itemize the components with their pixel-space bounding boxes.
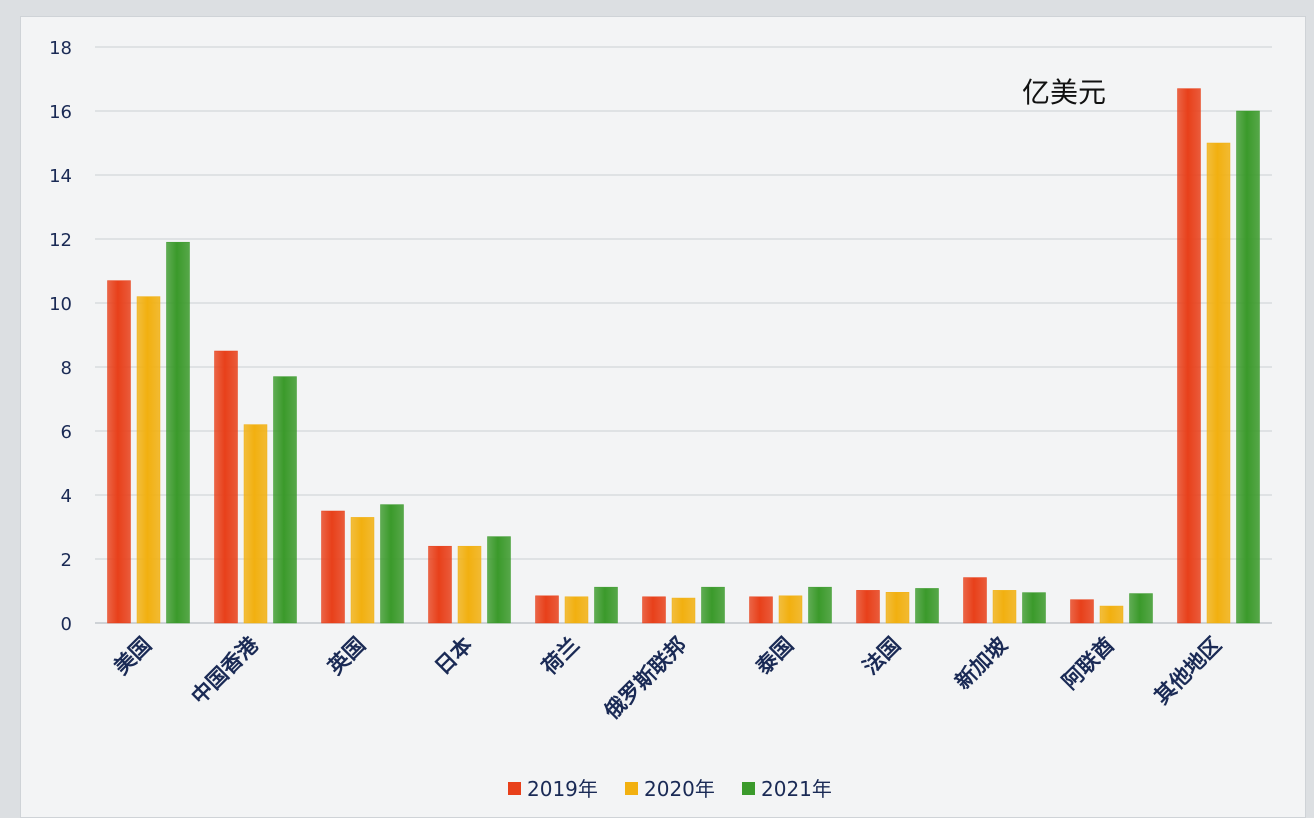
x-tick-label: 阿联酋 xyxy=(1058,633,1120,695)
bar xyxy=(136,296,161,624)
y-tick-label: 16 xyxy=(49,102,72,123)
bar xyxy=(457,545,482,624)
x-tick-label: 其他地区 xyxy=(1150,633,1226,709)
x-tick-label: 法国 xyxy=(858,633,905,680)
x-tick-label: 中国香港 xyxy=(187,632,264,709)
y-tick-label: 8 xyxy=(61,358,72,379)
bar xyxy=(915,588,939,624)
legend-label: 2019年 xyxy=(527,777,598,801)
bar xyxy=(701,586,725,624)
y-tick-label: 12 xyxy=(49,230,72,251)
bar xyxy=(243,424,268,624)
y-tick-label: 6 xyxy=(61,422,72,443)
x-tick-label: 新加坡 xyxy=(951,633,1013,695)
x-tick-label: 俄罗斯联邦 xyxy=(599,633,691,725)
legend-label: 2021年 xyxy=(761,777,832,801)
legend-swatch xyxy=(508,782,521,795)
bar xyxy=(1236,110,1260,624)
bar xyxy=(671,597,696,624)
y-tick-label: 14 xyxy=(49,166,72,187)
y-tick-label: 2 xyxy=(61,550,72,571)
bar xyxy=(564,596,589,624)
legend: 2019年 2020年 2021年 xyxy=(508,777,832,801)
bar xyxy=(214,350,238,624)
bar xyxy=(1129,593,1153,624)
bar xyxy=(856,590,880,624)
y-axis-ticks: 0 2 4 6 8 10 12 14 16 18 xyxy=(49,38,72,635)
bar xyxy=(535,595,559,624)
x-tick-label: 荷兰 xyxy=(537,633,584,680)
x-tick-label: 美国 xyxy=(109,633,156,680)
bar xyxy=(594,586,618,624)
y-tick-label: 10 xyxy=(49,294,72,315)
legend-swatch xyxy=(742,782,755,795)
bar xyxy=(642,596,666,624)
bar xyxy=(166,241,190,624)
bar xyxy=(749,596,773,624)
bar xyxy=(1022,592,1046,624)
bar xyxy=(992,590,1017,624)
bar xyxy=(380,504,404,624)
bar xyxy=(963,577,987,624)
x-tick-label: 泰国 xyxy=(751,633,798,680)
x-tick-label: 日本 xyxy=(430,633,477,680)
x-tick-label: 英国 xyxy=(323,633,370,680)
y-tick-label: 18 xyxy=(49,38,72,59)
bar xyxy=(273,376,297,624)
bar xyxy=(1070,599,1094,624)
bar xyxy=(487,536,511,624)
bar xyxy=(107,280,131,624)
x-axis-labels: 美国 中国香港 英国 日本 荷兰 俄罗斯联邦 泰国 法国 新加坡 阿联酋 其他地区 xyxy=(109,632,1226,725)
legend-swatch xyxy=(625,782,638,795)
bar xyxy=(885,592,910,624)
y-tick-label: 4 xyxy=(61,486,72,507)
bars xyxy=(107,88,1260,624)
grid-lines xyxy=(95,46,1272,624)
bar xyxy=(778,595,803,624)
bar xyxy=(1206,142,1231,624)
bar xyxy=(1099,605,1124,624)
bar xyxy=(321,510,345,624)
bar xyxy=(350,517,375,624)
bar xyxy=(428,545,452,624)
bar xyxy=(808,586,832,624)
bar xyxy=(1177,88,1201,624)
legend-label: 2020年 xyxy=(644,777,715,801)
y-tick-label: 0 xyxy=(61,614,72,635)
unit-label: 亿美元 xyxy=(1022,76,1106,109)
